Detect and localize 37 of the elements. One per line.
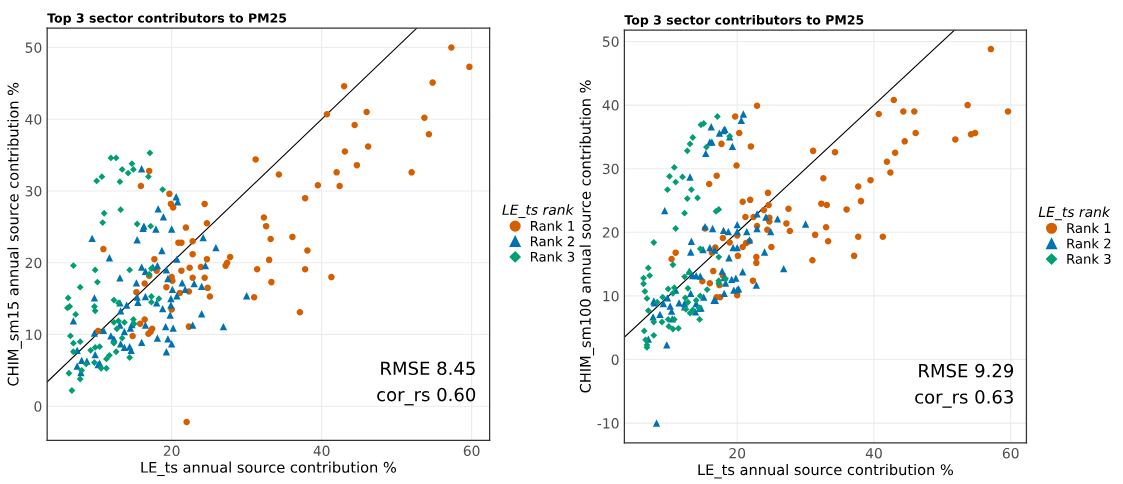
annotation: RMSE 9.29 [919,363,1014,378]
chart-title: Top 3 sector contributors to PM25 [47,13,287,26]
x-axis-title: LE_ts annual source contribution % [141,461,396,477]
legend-label: Rank 3 [1067,253,1111,264]
y-axis-title: CHIM_sm15 annual source contribution % [7,82,22,386]
y-tick-label: 10 [603,290,619,302]
y-tick-label: 50 [602,36,619,47]
y-tick-label: 20 [25,257,42,269]
x-tick-label: 20 [729,447,746,459]
y-tick-label: 30 [602,163,619,175]
chart-title: Top 3 sector contributors to PM25 [624,14,864,28]
y-tick-label: 40 [25,114,42,125]
legend-label: Rank 3 [530,251,575,262]
x-tick-label: 60 [1002,447,1019,459]
legend-title: LE_ts rank [502,204,575,219]
x-tick-label: 40 [865,447,882,459]
annotation: RMSE 8.45 [381,361,475,376]
legend-label: Rank 1 [1067,222,1111,234]
annotation: cor_rs 0.63 [915,390,1013,408]
y-tick-label: 50 [25,42,42,53]
y-tick-label: 0 [34,401,42,412]
legend-label: Rank 2 [530,236,574,247]
legend-label: Rank 1 [530,220,575,231]
y-tick-label: 20 [602,227,619,238]
y-tick-label: 40 [602,100,619,111]
legend-title: LE_ts rank [1038,206,1111,221]
x-axis-title: LE_ts annual source contribution % [698,463,953,479]
legend-label: Rank 2 [1067,238,1111,249]
annotation: cor_rs 0.60 [377,387,476,406]
y-tick-label: 30 [25,185,42,197]
x-tick-label: 60 [463,445,480,457]
y-tick-label: 0 [611,354,619,365]
y-tick-label: 10 [26,329,42,340]
x-tick-label: 20 [163,445,180,457]
y-tick-label: -10 [597,418,619,429]
y-axis-title: CHIM_sm100 annual source contribution % [579,80,595,393]
x-tick-label: 40 [313,445,330,457]
